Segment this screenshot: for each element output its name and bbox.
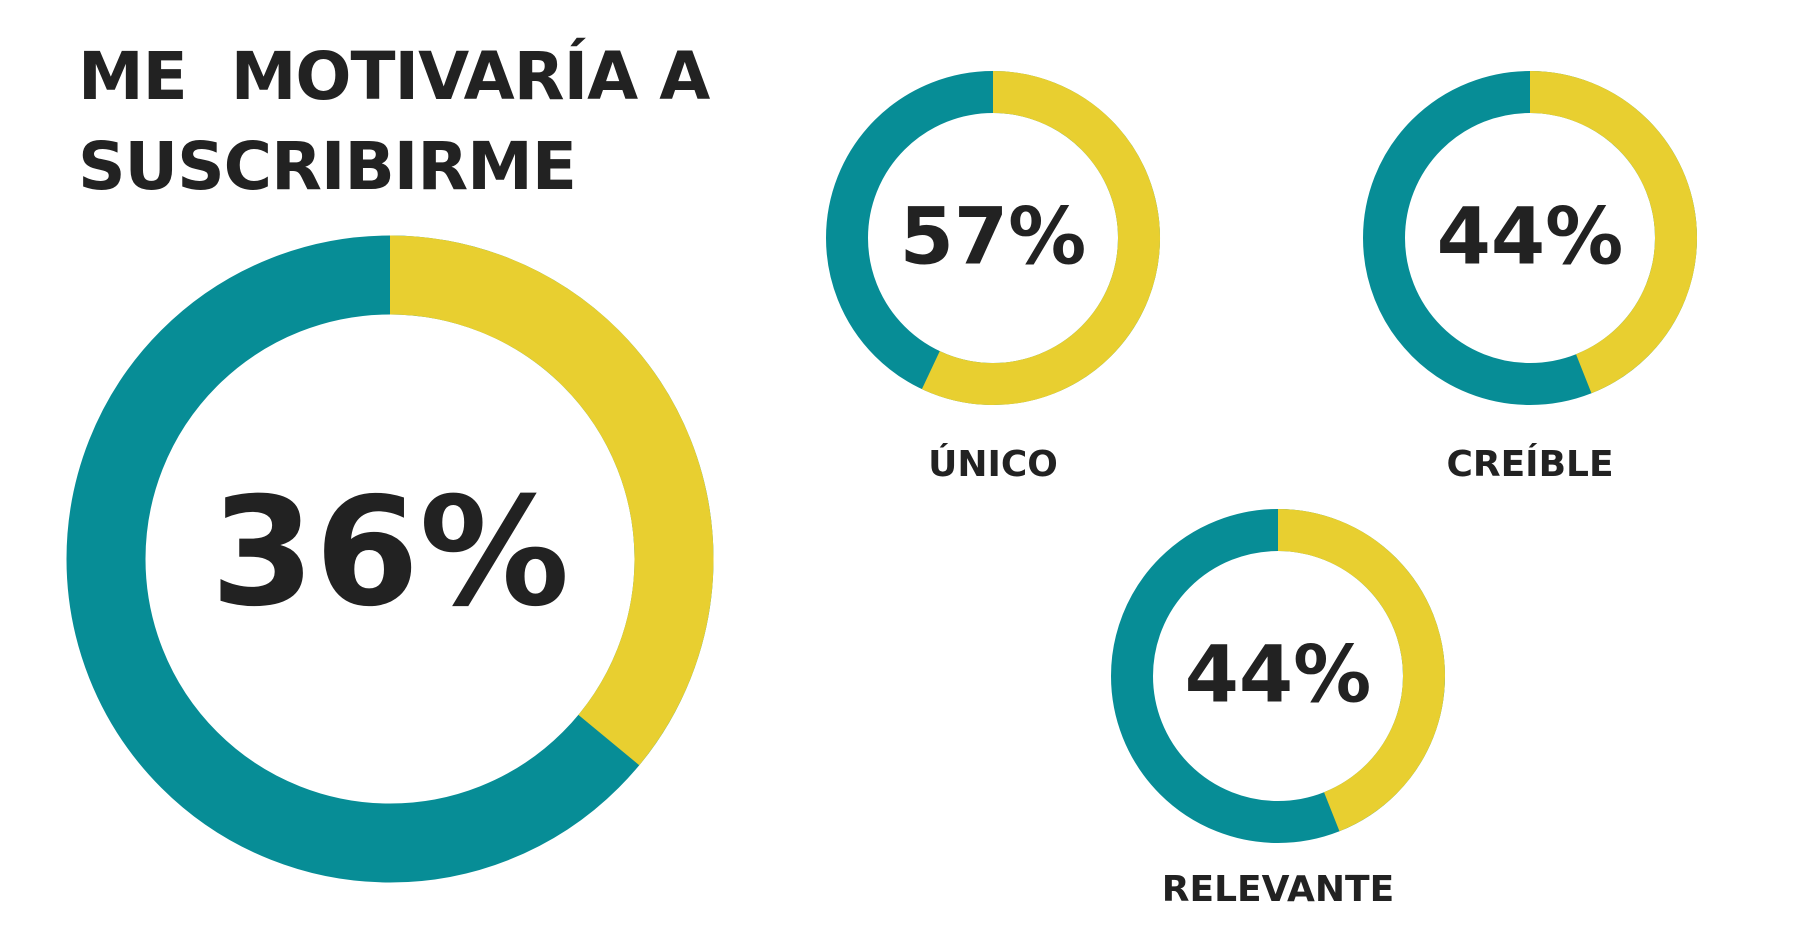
donut-label: RELEVANTE (1162, 869, 1394, 910)
value-label: 44% (1437, 192, 1624, 282)
donut-segment (389, 235, 714, 766)
value-label: 36% (210, 466, 569, 640)
chart-title: ME MOTIVARÍA A SUSCRIBIRME (78, 38, 732, 205)
donut-label: ÚNICO (928, 443, 1058, 485)
donut-segment (1277, 509, 1445, 832)
donut-segment (921, 71, 1160, 405)
value-label: 44% (1185, 630, 1372, 720)
value-label: 57% (900, 192, 1087, 282)
donut-segment (1529, 71, 1697, 394)
donut-label: CREÍBLE (1446, 443, 1613, 485)
